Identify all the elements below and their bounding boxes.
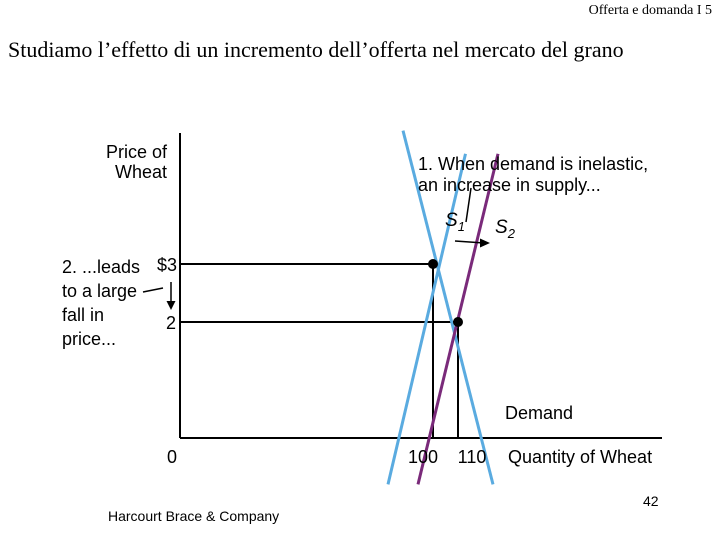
supply-shift-arrow-shaft — [454, 240, 485, 244]
supply-note-pointer — [465, 187, 472, 223]
demand-label: Demand — [505, 403, 573, 423]
page-number: 42 — [643, 493, 659, 509]
y-axis-label-line1: Price of — [106, 142, 168, 162]
slide-footer: Harcourt Brace & Company — [108, 508, 280, 524]
slide-title: Studiamo l’effetto di un incremento dell… — [8, 37, 624, 62]
demand-curve — [401, 130, 495, 485]
price-tick-label-3: $3 — [157, 255, 177, 275]
x-axis-label: Quantity of Wheat — [508, 447, 652, 467]
equilibrium-point-new — [453, 317, 463, 327]
origin-label: 0 — [167, 447, 177, 467]
price-drop-arrow-head — [166, 301, 176, 310]
y-axis-label-line2: Wheat — [115, 162, 167, 182]
supply-note-line2: an increase in supply... — [418, 175, 601, 195]
supply-shift-arrow-head — [480, 238, 490, 248]
quantity-tick-label-110: 110 — [458, 447, 487, 467]
quantity-tick-label-100: 100 — [408, 447, 438, 467]
price-note-connector — [142, 287, 164, 293]
supply-note-line1: 1. When demand is inelastic, — [418, 154, 648, 174]
supply-curve-s1 — [386, 153, 467, 485]
price-note-line2: to a large — [62, 281, 137, 301]
price-note-line1: 2. ...leads — [62, 257, 140, 277]
price-tick-label-2: 2 — [166, 313, 176, 333]
price-note-line4: price... — [62, 329, 116, 349]
price-note-line3: fall in — [62, 305, 104, 325]
s2-label: S2 — [495, 217, 516, 241]
slide-header: Offerta e domanda I 5 — [588, 3, 712, 18]
s1-label: S1 — [445, 210, 465, 234]
equilibrium-point-initial — [428, 259, 438, 269]
